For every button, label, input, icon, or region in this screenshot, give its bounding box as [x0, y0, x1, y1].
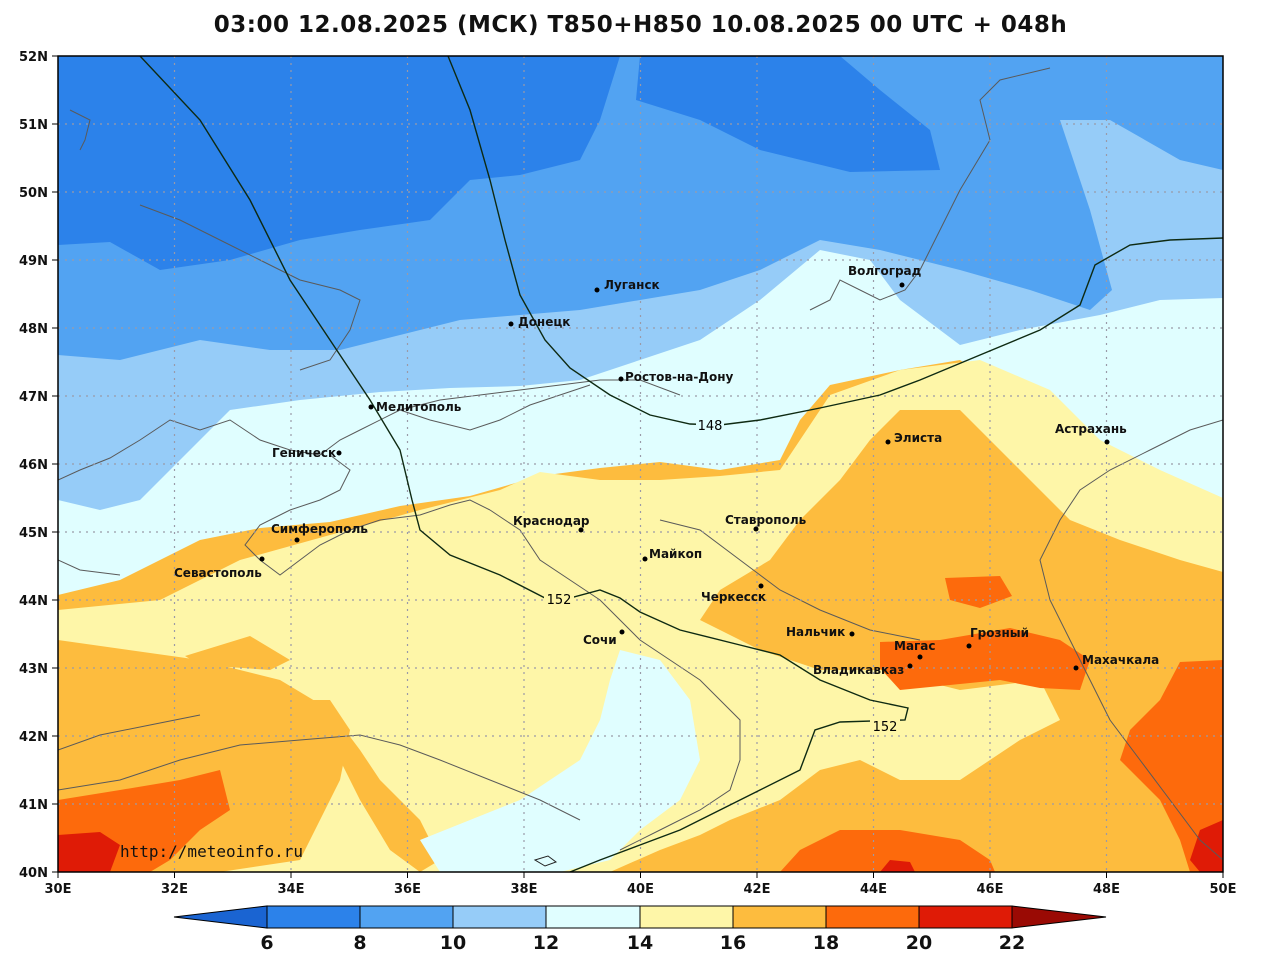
city-label: Севастополь — [174, 566, 262, 580]
contour-labels: 148 152 152 — [544, 418, 900, 735]
city-label: Майкоп — [649, 547, 702, 561]
city-label: Краснодар — [513, 514, 590, 528]
city-marker: Севастополь — [174, 556, 265, 580]
city-label: Волгоград — [848, 264, 922, 278]
city-marker: Ростов-на-Дону — [618, 370, 734, 384]
lon-label: 46E — [977, 882, 1004, 897]
lat-label: 45N — [19, 526, 48, 541]
colorbar-arrow-low — [173, 905, 268, 929]
colorbar: 6 8 10 12 14 16 18 20 22 — [173, 905, 1107, 954]
city-label: Грозный — [970, 626, 1029, 640]
city-marker: Мелитополь — [368, 400, 462, 414]
lat-label: 51N — [19, 118, 48, 133]
city-label: Ростов-на-Дону — [625, 370, 734, 384]
city-marker: Ставрополь — [725, 513, 807, 532]
city-label: Луганск — [604, 278, 660, 292]
lon-label: 34E — [278, 882, 305, 897]
lon-label: 50E — [1210, 882, 1237, 897]
colorbar-swatch — [732, 905, 827, 929]
contour-label-152: 152 — [873, 720, 898, 735]
lat-ticks — [52, 55, 58, 873]
lat-label: 42N — [19, 730, 48, 745]
lon-label: 30E — [45, 882, 72, 897]
city-marker: Сочи — [583, 629, 625, 647]
city-label: Владикавказ — [813, 663, 904, 677]
colorbar-tick-label: 6 — [260, 932, 273, 954]
city-marker: Донецк — [508, 315, 570, 329]
contour-label-148: 148 — [698, 419, 723, 434]
city-marker: Симферополь — [271, 522, 368, 543]
coastlines — [58, 67, 1223, 861]
lat-label: 44N — [19, 594, 48, 609]
cities: Волгоград Луганск Донецк Ростов-на-Дону … — [174, 264, 1159, 677]
city-marker: Геническ — [272, 446, 342, 460]
city-label: Махачкала — [1082, 653, 1159, 667]
lon-label: 48E — [1093, 882, 1120, 897]
colorbar-tick-label: 20 — [906, 932, 932, 954]
city-label: Геническ — [272, 446, 336, 460]
grid-lines — [58, 56, 1223, 872]
colorbar-swatch — [266, 905, 361, 929]
colorbar-tick-label: 14 — [627, 932, 653, 954]
lat-label: 47N — [19, 390, 48, 405]
city-marker: Черкесск — [701, 583, 766, 604]
city-marker: Нальчик — [786, 625, 855, 639]
city-marker: Грозный — [966, 626, 1029, 649]
city-marker: Владикавказ — [813, 663, 913, 677]
lat-label: 50N — [19, 186, 48, 201]
lon-ticks — [57, 872, 1224, 878]
contour-label-152: 152 — [547, 593, 572, 608]
city-label: Донецк — [518, 315, 570, 329]
city-marker: Волгоград — [848, 264, 922, 288]
colorbar-tick-label: 16 — [720, 932, 746, 954]
city-marker: Краснодар — [513, 514, 590, 533]
colorbar-tick-label: 18 — [813, 932, 839, 954]
colorbar-tick-label: 10 — [440, 932, 466, 954]
city-marker: Астрахань — [1055, 422, 1127, 445]
city-marker: Магас — [894, 639, 936, 660]
lat-label: 41N — [19, 798, 48, 813]
lat-labels: 52N 51N 50N 49N 48N 47N 46N 45N 44N 43N … — [19, 50, 48, 881]
city-label: Магас — [894, 639, 936, 653]
city-label: Мелитополь — [376, 400, 462, 414]
lon-label: 38E — [511, 882, 538, 897]
colorbar-tick-label: 8 — [353, 932, 366, 954]
city-label: Сочи — [583, 633, 617, 647]
lon-label: 32E — [161, 882, 188, 897]
map-title: 03:00 12.08.2025 (МСК) T850+H850 10.08.2… — [213, 12, 1068, 38]
colorbar-swatch — [359, 905, 454, 929]
watermark: http://meteoinfo.ru — [120, 842, 303, 861]
lat-label: 48N — [19, 322, 48, 337]
colorbar-swatch — [452, 905, 547, 929]
city-label: Элиста — [894, 431, 942, 445]
city-marker: Майкоп — [642, 547, 702, 562]
lon-label: 42E — [744, 882, 771, 897]
colorbar-arrow-high — [1011, 905, 1107, 929]
colorbar-tick-label: 22 — [999, 932, 1025, 954]
city-marker: Элиста — [885, 431, 942, 445]
city-label: Ставрополь — [725, 513, 807, 527]
city-marker: Луганск — [594, 278, 660, 293]
lat-label: 40N — [19, 866, 48, 881]
city-label: Черкесск — [701, 590, 766, 604]
lon-label: 44E — [860, 882, 887, 897]
lon-label: 40E — [627, 882, 654, 897]
lat-label: 43N — [19, 662, 48, 677]
city-label: Симферополь — [271, 522, 368, 536]
lat-label: 49N — [19, 254, 48, 269]
city-marker: Махачкала — [1073, 653, 1159, 671]
colorbar-swatch — [918, 905, 1013, 929]
height-contours — [139, 56, 1223, 872]
city-label: Астрахань — [1055, 422, 1127, 436]
lon-labels: 30E 32E 34E 36E 38E 40E 42E 44E 46E 48E … — [45, 882, 1237, 897]
colorbar-swatch — [639, 905, 734, 929]
colorbar-swatch — [825, 905, 920, 929]
lon-label: 36E — [394, 882, 421, 897]
city-label: Нальчик — [786, 625, 845, 639]
lat-label: 46N — [19, 458, 48, 473]
lat-label: 52N — [19, 50, 48, 65]
colorbar-swatch — [545, 905, 641, 929]
colorbar-tick-label: 12 — [533, 932, 559, 954]
